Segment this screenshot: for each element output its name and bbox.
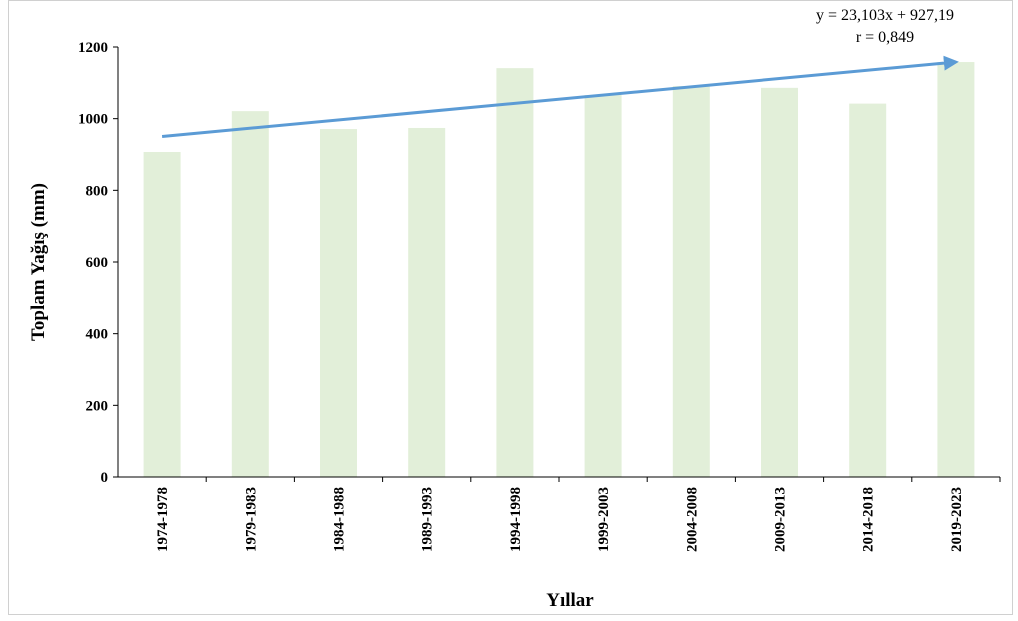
x-tick-label: 1974-1978 (155, 487, 171, 552)
bar (408, 127, 446, 477)
x-tick-label: 1984-1988 (332, 487, 348, 552)
y-axis-title: Toplam Yağış (mm) (28, 183, 49, 341)
y-tick-label: 800 (86, 183, 109, 199)
x-tick-label: 1999-2003 (596, 487, 612, 552)
equation: y = 23,103x + 927,19 (816, 7, 954, 24)
y-tick-label: 1200 (78, 40, 108, 56)
bar (231, 111, 269, 478)
bar (496, 68, 534, 478)
x-tick-label: 2019-2023 (949, 487, 965, 552)
x-tick-label: 2009-2013 (773, 487, 789, 552)
bar (937, 62, 975, 478)
x-tick-label: 1994-1998 (508, 487, 524, 552)
x-axis-title: Yıllar (546, 590, 594, 611)
trend-line (161, 55, 959, 138)
y-tick-label: 600 (86, 255, 109, 271)
y-tick-label: 400 (86, 327, 109, 343)
x-tick-label: 2014-2018 (861, 487, 877, 552)
correlation: r = 0,849 (856, 29, 914, 46)
y-tick-label: 200 (86, 398, 109, 414)
bar (761, 87, 798, 477)
bar (143, 151, 181, 477)
x-tick-label: 2004-2008 (684, 487, 700, 552)
bar (320, 129, 357, 477)
bar (672, 86, 710, 477)
bar (584, 95, 622, 478)
y-tick-label: 1000 (78, 112, 108, 128)
bar (849, 103, 887, 477)
x-tick-label: 1989-1993 (420, 487, 436, 552)
y-tick-label: 0 (101, 470, 109, 486)
x-tick-label: 1979-1983 (243, 487, 259, 552)
